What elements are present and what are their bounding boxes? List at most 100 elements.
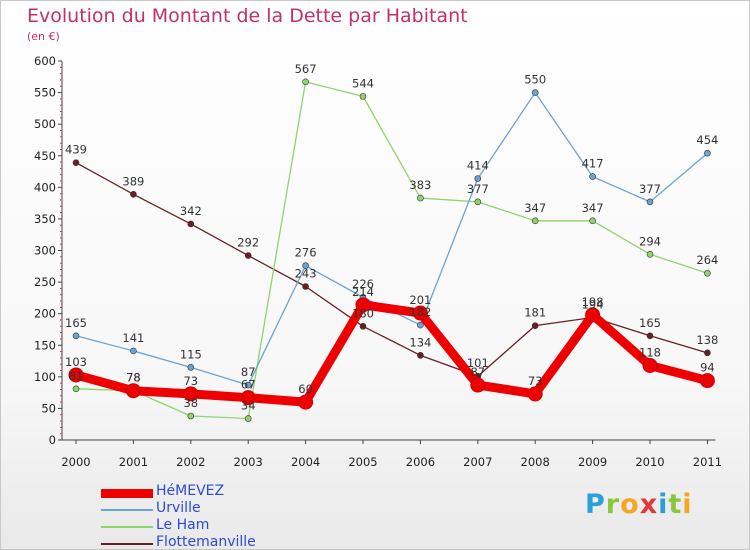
data-point bbox=[642, 357, 658, 373]
data-label: 78 bbox=[126, 371, 141, 385]
data-point bbox=[412, 305, 428, 321]
data-label: 414 bbox=[467, 158, 489, 172]
data-label: 60 bbox=[298, 382, 313, 396]
data-label: 181 bbox=[524, 306, 546, 320]
data-label: 78 bbox=[126, 371, 141, 385]
data-labels: 439 389 342 292 243 180 134 101 181 194 165 138 81 78… bbox=[65, 62, 718, 413]
x-tick-label: 2006 bbox=[406, 455, 435, 469]
legend-swatch bbox=[101, 509, 153, 511]
y-tick-label: 250 bbox=[34, 275, 56, 289]
data-point bbox=[298, 394, 314, 410]
data-point bbox=[589, 173, 596, 180]
y-tick-label: 100 bbox=[34, 370, 56, 384]
data-label: 198 bbox=[582, 295, 604, 309]
data-point bbox=[244, 415, 252, 422]
legend-label: Urville bbox=[156, 500, 201, 516]
data-point bbox=[585, 307, 601, 323]
x-tick-label: 2008 bbox=[521, 455, 550, 469]
data-label: 294 bbox=[639, 234, 661, 248]
series-le-ham bbox=[72, 78, 711, 422]
data-label: 342 bbox=[180, 204, 202, 218]
data-label: 214 bbox=[352, 285, 374, 299]
y-tick-label: 350 bbox=[34, 212, 56, 226]
logo-letter: o bbox=[620, 489, 640, 520]
data-label: 276 bbox=[295, 246, 317, 260]
data-point bbox=[531, 322, 539, 329]
y-tick-label: 400 bbox=[34, 180, 56, 194]
data-label: 101 bbox=[467, 356, 489, 370]
y-tick-label: 300 bbox=[34, 244, 56, 258]
data-point bbox=[527, 386, 543, 402]
x-tick-label: 2004 bbox=[291, 455, 320, 469]
data-point bbox=[359, 93, 367, 100]
data-point bbox=[531, 89, 539, 96]
data-label: 94 bbox=[700, 361, 715, 375]
series-flottemanville bbox=[72, 159, 711, 380]
data-label: 389 bbox=[122, 174, 144, 188]
data-point bbox=[72, 332, 80, 340]
data-point bbox=[704, 349, 711, 357]
data-label: 550 bbox=[524, 73, 546, 87]
legend-swatch bbox=[101, 543, 153, 545]
data-label: 118 bbox=[639, 345, 661, 359]
y-tick-label: 0 bbox=[49, 433, 56, 447]
data-label: 347 bbox=[524, 201, 546, 215]
chart-subtitle: (en €) bbox=[27, 30, 60, 43]
x-tick-label: 2011 bbox=[693, 455, 722, 469]
logo-letter: P bbox=[585, 489, 606, 520]
series-line bbox=[75, 81, 709, 420]
data-point bbox=[417, 194, 424, 202]
data-label: 73 bbox=[183, 374, 198, 388]
legend-label: HéMEVEZ bbox=[156, 483, 225, 499]
series-h-mevez bbox=[68, 297, 715, 410]
series-line bbox=[71, 300, 712, 407]
legend-label: Flottemanville bbox=[156, 534, 256, 550]
x-tick-label: 2009 bbox=[578, 455, 607, 469]
legend-label: Le Ham bbox=[156, 517, 210, 533]
data-point bbox=[244, 381, 252, 389]
data-label: 103 bbox=[65, 355, 87, 369]
data-label: 87 bbox=[470, 365, 485, 379]
data-point bbox=[130, 190, 137, 198]
data-point bbox=[68, 367, 84, 383]
data-point bbox=[302, 78, 309, 86]
data-point bbox=[359, 322, 367, 330]
y-tick-label: 550 bbox=[34, 86, 56, 100]
data-point bbox=[470, 377, 486, 393]
series-line bbox=[75, 162, 709, 377]
data-label: 38 bbox=[183, 396, 198, 410]
chart-title: Evolution du Montant de la Dette par Hab… bbox=[27, 5, 468, 27]
data-label: 134 bbox=[409, 335, 431, 349]
data-label: 81 bbox=[69, 369, 84, 383]
data-label: 165 bbox=[639, 316, 661, 330]
data-point bbox=[72, 159, 80, 166]
legend-swatch bbox=[101, 488, 153, 498]
data-label: 292 bbox=[237, 236, 259, 250]
data-label: 383 bbox=[409, 178, 431, 192]
data-point bbox=[417, 352, 424, 359]
legend-swatch bbox=[101, 526, 153, 528]
series-layer bbox=[68, 78, 715, 422]
data-point bbox=[646, 250, 654, 258]
data-point bbox=[474, 198, 482, 206]
data-label: 115 bbox=[180, 347, 202, 361]
data-point bbox=[72, 385, 80, 393]
data-point bbox=[699, 373, 715, 389]
y-tick-label: 450 bbox=[34, 149, 56, 163]
x-tick-label: 2002 bbox=[176, 455, 205, 469]
x-tick-label: 2005 bbox=[348, 455, 377, 469]
data-label: 87 bbox=[241, 365, 256, 379]
y-tick-label: 600 bbox=[34, 54, 56, 68]
data-label: 243 bbox=[295, 267, 317, 281]
logo-letter: x bbox=[639, 489, 659, 520]
logo-letter: i bbox=[682, 489, 693, 520]
data-point bbox=[187, 220, 195, 228]
x-tick-label: 2007 bbox=[463, 455, 492, 469]
data-label: 417 bbox=[582, 157, 604, 171]
data-point bbox=[474, 175, 482, 182]
data-point bbox=[187, 364, 195, 371]
logo-letter: t bbox=[668, 489, 683, 520]
data-label: 226 bbox=[352, 277, 374, 291]
data-label: 165 bbox=[65, 316, 87, 330]
